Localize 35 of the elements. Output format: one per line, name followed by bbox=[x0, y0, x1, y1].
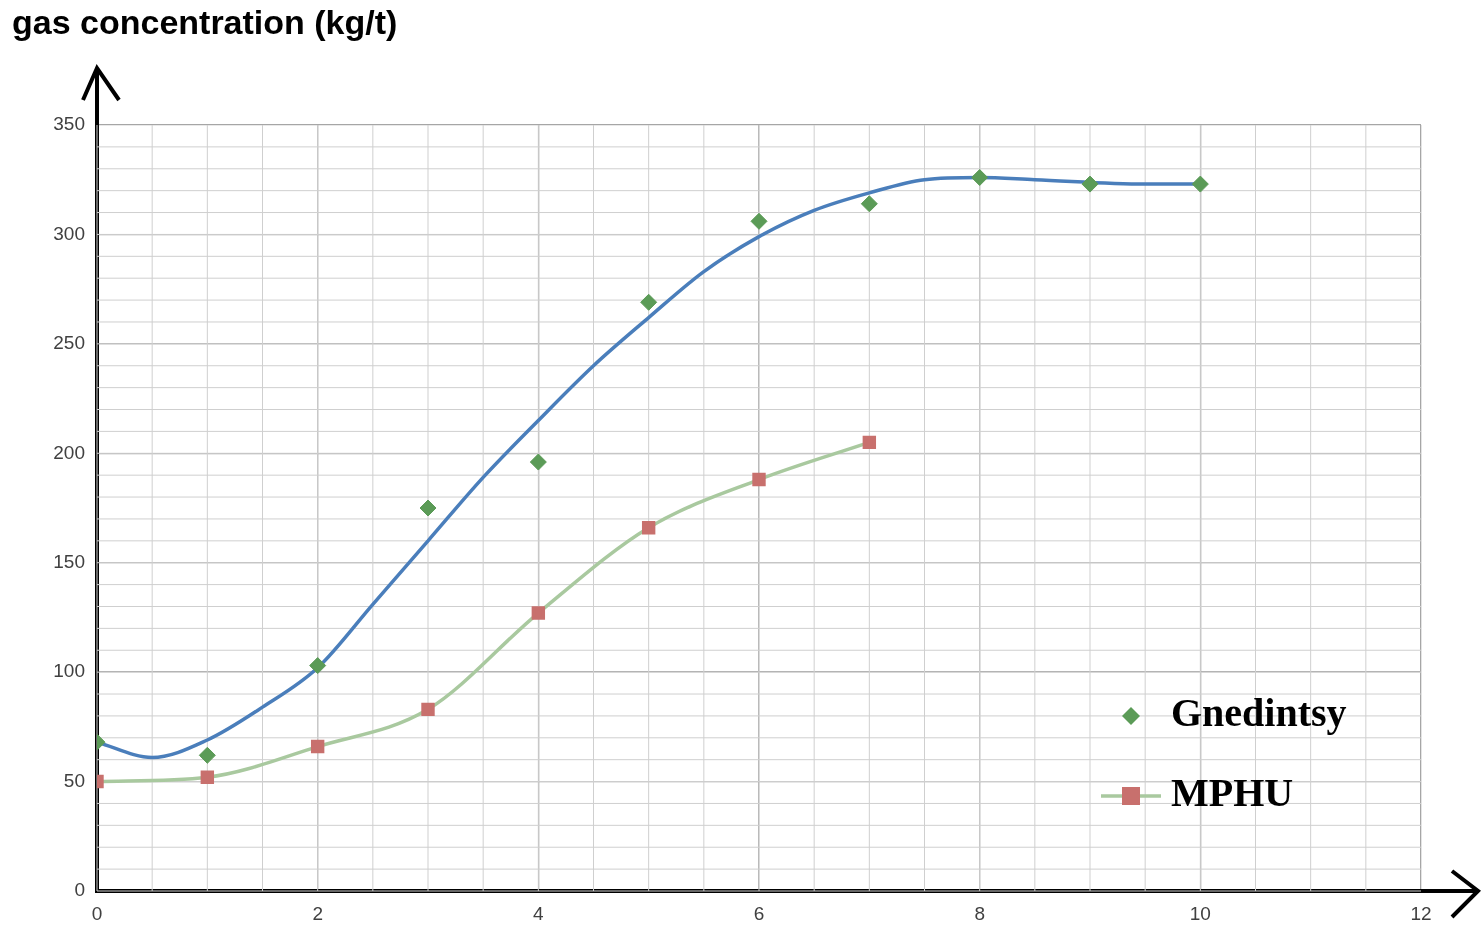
legend-label: MPHU bbox=[1171, 770, 1294, 816]
point bbox=[971, 169, 989, 187]
y-tick-label: 150 bbox=[53, 550, 85, 572]
x-tick-label: 0 bbox=[91, 902, 103, 924]
point bbox=[200, 770, 215, 784]
legend-label: Gnedintsy bbox=[1171, 690, 1347, 736]
point bbox=[862, 435, 877, 450]
point bbox=[860, 195, 878, 213]
y-tick-label: 350 bbox=[53, 113, 85, 135]
point bbox=[641, 521, 656, 535]
point bbox=[752, 472, 766, 487]
x-tick-label: 10 bbox=[1189, 902, 1211, 924]
point bbox=[1081, 175, 1099, 193]
point bbox=[640, 293, 658, 311]
point bbox=[529, 453, 547, 471]
point bbox=[198, 746, 216, 764]
x-tick-label: 2 bbox=[312, 902, 323, 924]
y-tick-label: 100 bbox=[53, 660, 85, 682]
y-tick-label: 300 bbox=[53, 222, 85, 244]
y-tick-label: 200 bbox=[53, 441, 85, 463]
point bbox=[310, 739, 325, 754]
y-tick-label: 250 bbox=[53, 332, 85, 354]
x-tick-label: 4 bbox=[533, 902, 545, 924]
point bbox=[531, 606, 546, 620]
y-tick-label: 0 bbox=[74, 879, 85, 901]
point bbox=[750, 212, 768, 230]
y-axis-title: gas concentration (kg/t) bbox=[12, 3, 398, 42]
point bbox=[421, 702, 435, 717]
x-tick-label: 12 bbox=[1410, 902, 1432, 924]
point bbox=[1191, 175, 1209, 193]
point bbox=[309, 657, 327, 675]
x-tick-label: 8 bbox=[974, 902, 985, 924]
y-tick-label: 50 bbox=[63, 769, 85, 791]
x-tick-label: 6 bbox=[753, 902, 765, 924]
point bbox=[419, 499, 437, 517]
